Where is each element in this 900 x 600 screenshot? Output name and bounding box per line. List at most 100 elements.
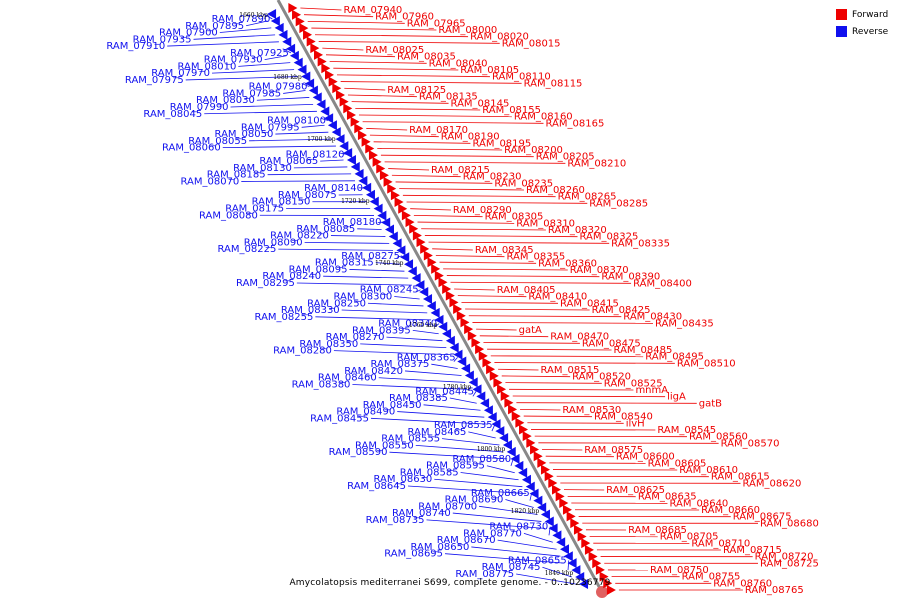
forward-gene-label: RAM_07940 bbox=[343, 5, 402, 16]
reverse-connector bbox=[548, 526, 551, 536]
forward-gene-arrow bbox=[471, 337, 481, 348]
forward-connector bbox=[476, 328, 517, 331]
forward-gene-label: RAM_08475 bbox=[582, 338, 641, 349]
forward-connector bbox=[428, 241, 610, 244]
reverse-gene-arrow bbox=[384, 224, 394, 235]
reverse-connector bbox=[542, 566, 572, 578]
reverse-gene-arrow bbox=[301, 71, 311, 82]
reverse-swatch bbox=[836, 26, 847, 37]
forward-gene-arrow bbox=[541, 464, 551, 475]
reverse-gene-label: RAM_08270 bbox=[326, 332, 385, 343]
reverse-connector bbox=[434, 478, 523, 488]
forward-connector bbox=[340, 81, 522, 84]
forward-gene-label: RAM_08515 bbox=[541, 365, 600, 376]
forward-connector bbox=[512, 395, 666, 398]
reverse-connector bbox=[468, 431, 496, 439]
forward-gene-label: RAM_08525 bbox=[604, 378, 663, 389]
reverse-connector bbox=[453, 357, 458, 362]
forward-connector bbox=[388, 168, 430, 171]
reverse-gene-arrow bbox=[343, 148, 353, 159]
forward-gene-label: RAM_08205 bbox=[536, 152, 595, 163]
forward-gene-label: RAM_08760 bbox=[713, 578, 772, 589]
reverse-connector bbox=[278, 248, 394, 251]
reverse-connector bbox=[378, 377, 466, 383]
reverse-gene-label: RAM_08580 bbox=[452, 454, 511, 465]
reverse-gene-label: RAM_08180 bbox=[323, 217, 382, 228]
reverse-gene-label: RAM_08375 bbox=[370, 359, 429, 370]
forward-connector bbox=[421, 228, 546, 231]
reverse-connector bbox=[193, 34, 276, 40]
forward-gene-arrow bbox=[497, 384, 507, 395]
reverse-connector bbox=[460, 472, 519, 481]
reverse-connector bbox=[283, 90, 306, 94]
reverse-gene-label: RAM_08385 bbox=[389, 393, 448, 404]
forward-gene-arrow bbox=[354, 123, 364, 134]
forward-gene-arrow bbox=[464, 324, 474, 335]
forward-gene-arrow bbox=[365, 143, 375, 154]
reverse-connector bbox=[415, 445, 504, 453]
axis-tick-label: 1760 kbp bbox=[409, 322, 438, 329]
forward-gene-label: RAM_08600 bbox=[616, 452, 675, 463]
forward-connector bbox=[410, 208, 451, 211]
forward-connector bbox=[461, 301, 559, 304]
forward-gene-arrow bbox=[401, 210, 411, 221]
reverse-gene-label: RAM_08535 bbox=[434, 420, 493, 431]
legend: Forward Reverse bbox=[836, 6, 898, 40]
forward-gene-arrow bbox=[595, 564, 605, 575]
forward-gene-arrow bbox=[482, 357, 492, 368]
forward-connector bbox=[358, 114, 512, 118]
forward-gene-label: RAM_08360 bbox=[538, 258, 597, 269]
forward-gene-arrow bbox=[398, 203, 408, 214]
reverse-connector bbox=[426, 519, 546, 529]
forward-gene-arrow bbox=[409, 223, 419, 234]
reverse-gene-label: RAM_08395 bbox=[352, 325, 411, 336]
axis-tick-label: 1740 kbp bbox=[375, 260, 404, 267]
forward-gene-arrow bbox=[288, 3, 298, 13]
reverse-gene-arrow bbox=[365, 189, 375, 200]
reverse-connector bbox=[357, 228, 382, 230]
reverse-gene-label: RAM_08350 bbox=[299, 339, 358, 350]
forward-connector bbox=[307, 20, 405, 24]
axis-tick-label: 1700 kbp bbox=[307, 136, 336, 143]
reverse-gene-arrow bbox=[297, 64, 307, 75]
forward-gene-arrow bbox=[526, 437, 536, 448]
forward-gene-arrow bbox=[324, 69, 334, 80]
forward-gene-arrow bbox=[368, 150, 378, 161]
forward-gene-label: RAM_08015 bbox=[502, 38, 561, 49]
forward-connector bbox=[300, 7, 342, 11]
reverse-gene-arrow bbox=[320, 106, 330, 117]
forward-gene-label: RAM_08310 bbox=[516, 218, 575, 229]
forward-gene-arrow bbox=[295, 16, 305, 27]
reverse-gene-label: RAM_08060 bbox=[162, 143, 221, 154]
forward-gene-label: RAM_08510 bbox=[677, 358, 736, 369]
forward-gene-label: RAM_08620 bbox=[743, 478, 802, 489]
forward-gene-arrow bbox=[306, 36, 316, 47]
forward-gene-label: RAM_08750 bbox=[650, 565, 709, 576]
forward-gene-label: RAM_08345 bbox=[475, 245, 534, 256]
forward-connector bbox=[304, 14, 374, 18]
reverse-connector bbox=[296, 282, 413, 286]
forward-connector bbox=[487, 348, 612, 351]
reverse-connector bbox=[320, 159, 344, 162]
reverse-connector bbox=[452, 512, 542, 522]
reverse-gene-label: RAM_07900 bbox=[159, 28, 218, 39]
reverse-connector bbox=[486, 465, 515, 474]
axis-tick-label: 1800 kbp bbox=[477, 446, 506, 453]
forward-gene-arrow bbox=[486, 364, 496, 375]
legend-item-reverse: Reverse bbox=[836, 23, 898, 40]
reverse-gene-label: RAM_08090 bbox=[244, 237, 303, 248]
forward-gene-arrow bbox=[592, 558, 602, 569]
reverse-gene-arrow bbox=[400, 252, 410, 263]
forward-gene-arrow bbox=[394, 197, 404, 207]
reverse-gene-label: RAM_07910 bbox=[106, 41, 165, 52]
forward-gene-arrow bbox=[335, 89, 345, 100]
forward-gene-arrow bbox=[559, 498, 569, 509]
reverse-connector bbox=[212, 69, 295, 74]
forward-gene-label: RAM_08715 bbox=[723, 545, 782, 556]
reverse-gene-arrow bbox=[468, 377, 478, 388]
forward-gene-label: RAM_08470 bbox=[550, 332, 609, 343]
reverse-gene-arrow bbox=[537, 502, 547, 513]
forward-gene-arrow bbox=[533, 451, 543, 462]
forward-connector bbox=[483, 342, 580, 344]
forward-gene-arrow bbox=[581, 538, 591, 549]
